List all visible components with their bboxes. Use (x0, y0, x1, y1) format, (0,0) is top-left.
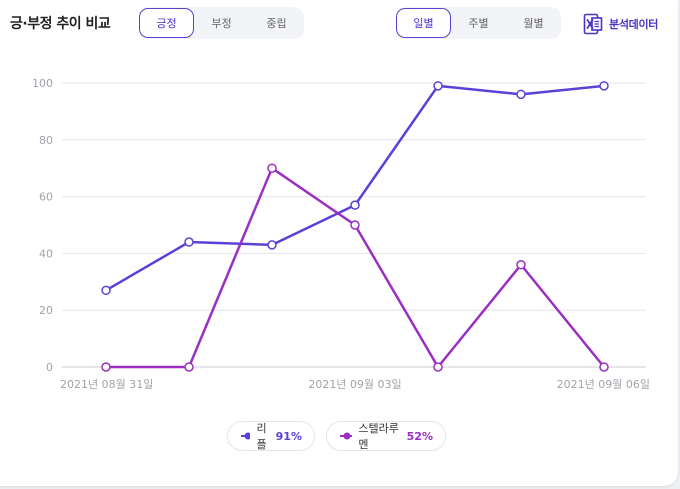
legend-marker-stellar (340, 432, 353, 440)
legend-percent: 91% (275, 429, 302, 443)
legend-item-ripple[interactable]: 리플 91% (227, 421, 315, 451)
tab-neutral[interactable]: 중립 (266, 17, 287, 30)
data-point[interactable] (184, 362, 194, 372)
tab-negative[interactable]: 부정 (211, 17, 232, 30)
x-tick-label: 2021년 09월 03일 (308, 377, 401, 391)
legend-item-stellar[interactable]: 스텔라루멘 52% (326, 421, 446, 451)
data-point[interactable] (433, 362, 443, 372)
y-tick-label: 80 (39, 134, 53, 147)
tab-positive[interactable]: 긍정 (139, 8, 194, 38)
data-point[interactable] (433, 81, 443, 91)
series-line-2 (106, 166, 605, 369)
series-line-1 (105, 84, 605, 292)
data-point[interactable] (599, 81, 609, 91)
export-label: 분석데이터 (609, 18, 659, 31)
data-point[interactable] (516, 260, 526, 270)
data-point[interactable] (184, 237, 194, 247)
data-point[interactable] (350, 220, 360, 230)
data-point[interactable] (516, 89, 526, 100)
data-point[interactable] (350, 200, 360, 210)
data-point[interactable] (101, 362, 111, 372)
sentiment-tab-group: 긍정 부정 중립 (139, 7, 304, 39)
data-point[interactable] (267, 163, 277, 173)
export-data-button[interactable]: 분석데이터 (583, 13, 658, 35)
y-tick-label: 20 (39, 304, 53, 317)
chart-title: 긍·부정 추이 비교 (10, 16, 111, 32)
tab-monthly[interactable]: 월별 (523, 17, 544, 30)
legend-label: 리플 (256, 422, 267, 451)
data-point[interactable] (267, 240, 277, 250)
legend-marker-ripple (241, 432, 251, 440)
y-tick-label: 100 (32, 77, 53, 90)
sentiment-line-chart: 0 20 40 60 80 100 2021년 08월 31일 2021년 09월 03일 2… (32, 77, 650, 391)
x-tick-label: 2021년 08월 31일 (60, 377, 153, 391)
legend-label: 스텔라루멘 (358, 422, 399, 451)
tab-daily[interactable]: 일별 (396, 8, 451, 38)
legend-percent: 52% (406, 429, 433, 443)
data-point[interactable] (599, 362, 609, 372)
y-tick-label: 60 (39, 191, 53, 204)
excel-file-icon (583, 13, 603, 35)
tab-weekly[interactable]: 주별 (468, 17, 489, 30)
x-tick-label: 2021년 09월 06일 (557, 377, 650, 391)
y-tick-label: 40 (39, 247, 53, 260)
period-tab-group: 일별 주별 월별 (396, 7, 561, 39)
y-tick-label: 0 (46, 361, 53, 374)
data-point[interactable] (101, 285, 111, 296)
